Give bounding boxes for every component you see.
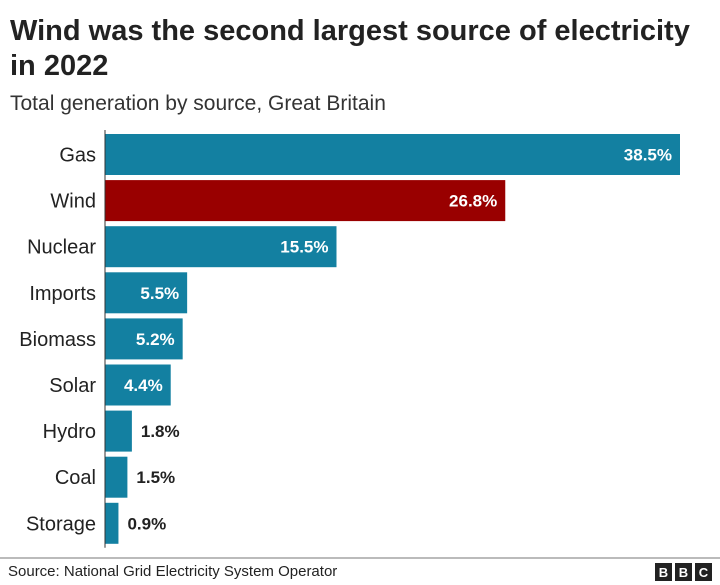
category-label: Coal xyxy=(55,467,96,489)
category-label: Hydro xyxy=(43,421,96,443)
bar-wind xyxy=(105,180,506,222)
value-label: 26.8% xyxy=(449,192,497,211)
category-label: Nuclear xyxy=(27,237,96,259)
footer-divider xyxy=(0,557,720,559)
category-label: Biomass xyxy=(19,329,96,351)
logo-letter: B xyxy=(675,563,692,581)
value-label: 4.4% xyxy=(124,376,163,395)
category-label: Imports xyxy=(29,283,96,305)
value-label: 38.5% xyxy=(624,146,672,165)
category-label: Gas xyxy=(59,145,96,167)
bar-imports xyxy=(105,272,188,314)
bar-nuclear xyxy=(105,226,337,268)
value-label: 5.2% xyxy=(136,330,175,349)
value-label: 0.9% xyxy=(127,514,166,533)
bar-storage xyxy=(105,502,119,544)
logo-letter: B xyxy=(655,563,672,581)
value-label: 1.8% xyxy=(141,422,180,441)
bar-hydro xyxy=(105,410,132,452)
chart-subtitle: Total generation by source, Great Britai… xyxy=(10,92,386,115)
value-label: 15.5% xyxy=(280,238,328,257)
bar-coal xyxy=(105,456,128,498)
value-label: 1.5% xyxy=(136,468,175,487)
bar-gas xyxy=(105,134,680,175)
source-note: Source: National Grid Electricity System… xyxy=(8,563,338,580)
category-label: Storage xyxy=(26,513,96,535)
logo-letter: C xyxy=(695,563,712,581)
category-label: Solar xyxy=(49,375,96,397)
chart-title: Wind was the second largest source of el… xyxy=(10,15,690,82)
bar-plot: Gas 38.5% Wind 26.8% Nuclear 15.5% Imports 5.5%… xyxy=(19,130,680,548)
category-label: Wind xyxy=(50,191,96,213)
bar-biomass xyxy=(105,318,183,360)
bar-solar xyxy=(105,364,171,406)
value-label: 5.5% xyxy=(140,284,179,303)
